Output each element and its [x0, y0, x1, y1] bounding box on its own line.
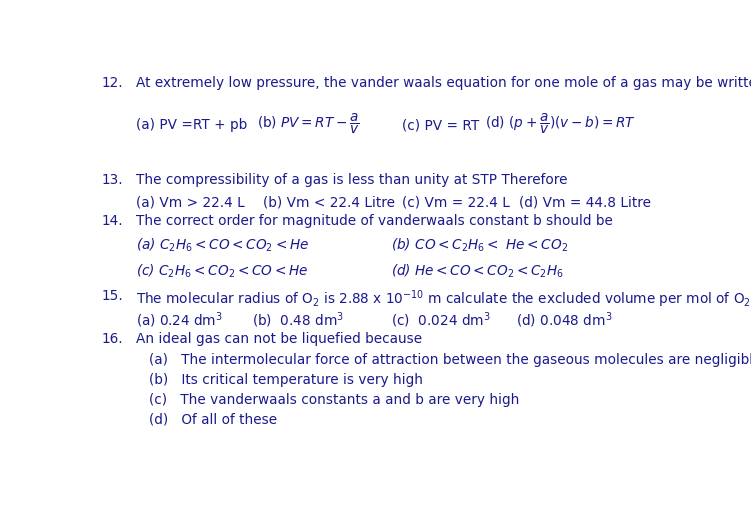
Text: (d) $\mathit{(p + \dfrac{a}{v})(v - b) = RT}$: (d) $\mathit{(p + \dfrac{a}{v})(v - b) =…	[485, 111, 636, 135]
Text: The correct order for magnitude of vanderwaals constant b should be: The correct order for magnitude of vande…	[136, 214, 613, 229]
Text: (c)  0.024 dm$^3$: (c) 0.024 dm$^3$	[391, 311, 490, 330]
Text: At extremely low pressure, the vander waals equation for one mole of a gas may b: At extremely low pressure, the vander wa…	[136, 76, 751, 91]
Text: 12.: 12.	[101, 76, 123, 91]
Text: (d)   Of all of these: (d) Of all of these	[149, 413, 277, 427]
Text: (b) Vm < 22.4 Litre: (b) Vm < 22.4 Litre	[263, 196, 395, 210]
Text: The molecular radius of O$_2$ is 2.88 x 10$^{-10}$ m calculate the excluded volu: The molecular radius of O$_2$ is 2.88 x …	[136, 288, 751, 310]
Text: (b) $CO < C_2H_6 <\ He < CO_2$: (b) $CO < C_2H_6 <\ He < CO_2$	[391, 236, 568, 254]
Text: 13.: 13.	[101, 173, 123, 187]
Text: 14.: 14.	[101, 214, 123, 229]
Text: (a) 0.24 dm$^3$: (a) 0.24 dm$^3$	[136, 311, 222, 330]
Text: (c)   The vanderwaals constants a and b are very high: (c) The vanderwaals constants a and b ar…	[149, 393, 520, 407]
Text: (b)  0.48 dm$^3$: (b) 0.48 dm$^3$	[252, 311, 344, 330]
Text: (b)   Its critical temperature is very high: (b) Its critical temperature is very hig…	[149, 373, 423, 387]
Text: (c) $C_2H_6 < CO_2 < CO < He$: (c) $C_2H_6 < CO_2 < CO < He$	[136, 263, 308, 280]
Text: (a) $C_2H_6 < CO < CO_2 < He$: (a) $C_2H_6 < CO < CO_2 < He$	[136, 236, 309, 254]
Text: The compressibility of a gas is less than unity at STP Therefore: The compressibility of a gas is less tha…	[136, 173, 567, 187]
Text: 16.: 16.	[101, 332, 123, 346]
Text: (c) PV = RT: (c) PV = RT	[403, 118, 480, 132]
Text: (c) Vm = 22.4 L: (c) Vm = 22.4 L	[403, 196, 510, 210]
Text: (d) $He < CO < CO_2 < C_2H_6$: (d) $He < CO < CO_2 < C_2H_6$	[391, 263, 564, 280]
Text: (d) Vm = 44.8 Litre: (d) Vm = 44.8 Litre	[519, 196, 651, 210]
Text: (d) 0.048 dm$^3$: (d) 0.048 dm$^3$	[517, 311, 613, 330]
Text: (a)   The intermolecular force of attraction between the gaseous molecules are n: (a) The intermolecular force of attracti…	[149, 353, 751, 367]
Text: (a) PV =RT + pb: (a) PV =RT + pb	[136, 118, 247, 132]
Text: (b) $\mathit{PV = RT} - \dfrac{a}{v}$: (b) $\mathit{PV = RT} - \dfrac{a}{v}$	[257, 111, 360, 135]
Text: An ideal gas can not be liquefied because: An ideal gas can not be liquefied becaus…	[136, 332, 422, 346]
Text: 15.: 15.	[101, 288, 123, 303]
Text: (a) Vm > 22.4 L: (a) Vm > 22.4 L	[136, 196, 245, 210]
